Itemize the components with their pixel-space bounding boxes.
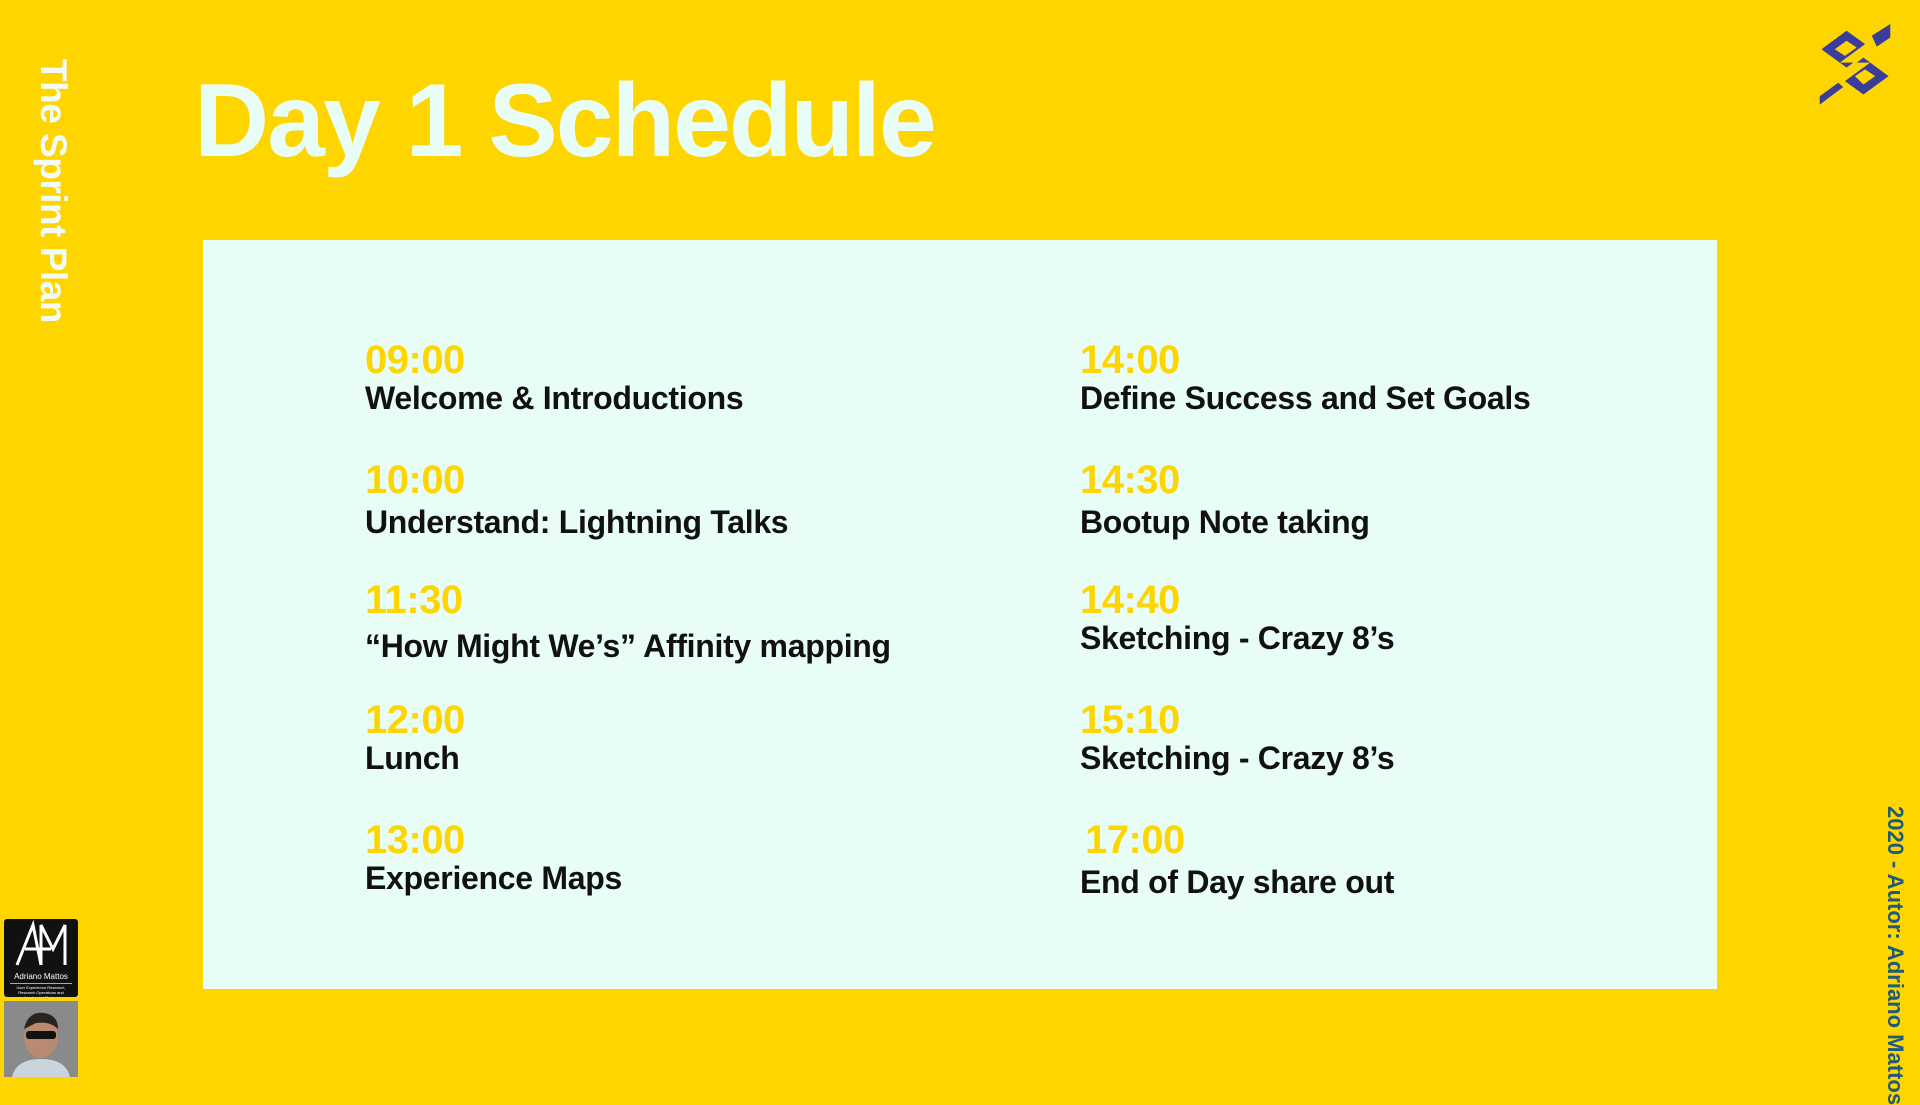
schedule-label: Welcome & Introductions [365, 380, 744, 416]
am-monogram-icon [15, 919, 67, 966]
schedule-item: 14:00 Define Success and Set Goals [1080, 338, 1531, 416]
schedule-item: 14:40 Sketching - Crazy 8’s [1080, 578, 1395, 656]
schedule-item: 14:30 Bootup Note taking [1080, 460, 1370, 540]
schedule-label: Bootup Note taking [1080, 504, 1370, 540]
schedule-time: 09:00 [365, 338, 465, 382]
schedule-item: 09:00 Welcome & Introductions [365, 338, 744, 416]
schedule-item: 10:00 Understand: Lightning Talks [365, 458, 789, 540]
schedule-label: Experience Maps [365, 860, 622, 896]
author-credit-text: 2020 - Autor: Adriano Mattos [1883, 806, 1908, 1105]
schedule-item: 12:00 Lunch [365, 700, 465, 776]
schedule-item: 11:30 “How Might We’s” Affinity mapping [365, 580, 891, 664]
schedule-time: 10:00 [365, 458, 465, 502]
schedule-time: 11:30 [365, 578, 463, 622]
author-logo-name: Adriano Mattos [14, 972, 68, 981]
schedule-time: 12:00 [365, 698, 465, 742]
schedule-panel: 09:00 Welcome & Introductions 10:00 Unders… [203, 240, 1717, 989]
page-title: Day 1 Schedule [194, 63, 937, 179]
schedule-label: “How Might We’s” Affinity mapping [365, 628, 891, 664]
author-photo-avatar [4, 1001, 78, 1077]
schedule-label: Define Success and Set Goals [1080, 380, 1531, 416]
schedule-label: Sketching - Crazy 8’s [1080, 620, 1395, 656]
brand-logo-icon [1819, 24, 1891, 105]
schedule-label: Understand: Lightning Talks [365, 504, 789, 540]
author-logo: Adriano Mattos User Experience Research,… [4, 919, 78, 997]
sidebar-title-text: The Sprint Plan [33, 59, 74, 323]
schedule-time: 14:00 [1080, 338, 1180, 382]
schedule-item: 15:10 Sketching - Crazy 8’s [1080, 698, 1395, 776]
sidebar-title: The Sprint Plan [33, 59, 74, 339]
schedule-item: 17:00 End of Day share out [1080, 818, 1394, 900]
schedule-time: 14:30 [1080, 458, 1180, 502]
schedule-time: 17:00 [1085, 818, 1185, 862]
schedule-time: 15:10 [1080, 698, 1180, 742]
schedule-label: Lunch [365, 740, 460, 776]
schedule-label: Sketching - Crazy 8’s [1080, 740, 1395, 776]
author-credit: 2020 - Autor: Adriano Mattos [1883, 806, 1910, 1105]
author-logo-tagline: User Experience Research, Research Opera… [10, 983, 72, 997]
schedule-label: End of Day share out [1080, 864, 1395, 900]
schedule-item: 13:00 Experience Maps [365, 820, 622, 896]
schedule-time: 13:00 [365, 818, 465, 862]
schedule-time: 14:40 [1080, 578, 1180, 622]
